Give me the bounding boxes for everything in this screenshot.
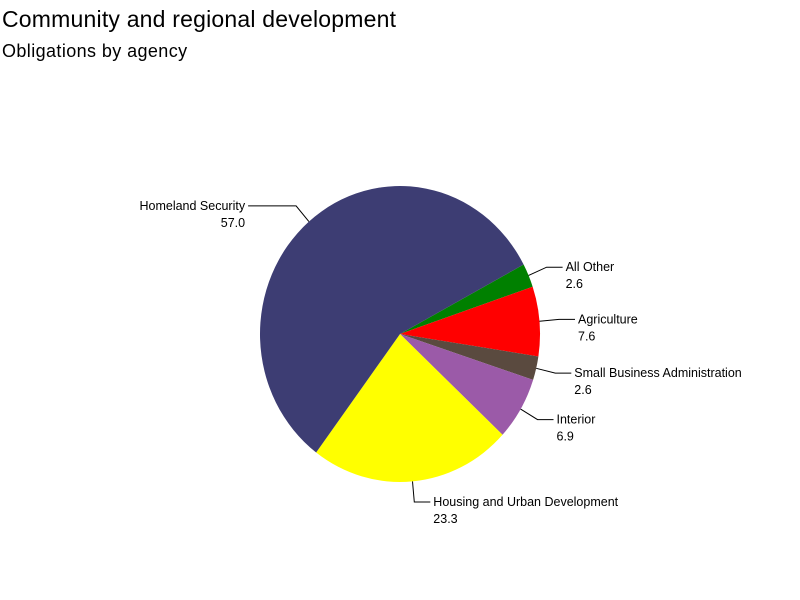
leader-line [412, 481, 431, 503]
slice-value-label: 2.6 [566, 277, 583, 291]
pie-slice-interior [400, 334, 534, 435]
leader-line [536, 367, 572, 374]
leader-line [520, 408, 554, 421]
slice-value-label: 6.9 [557, 430, 574, 444]
pie-label-agriculture: Agriculture 7.6 [539, 312, 638, 343]
pie-label-interior: Interior 6.9 [520, 408, 596, 444]
pie-label-housing-and-urban-development: Housing and Urban Development 23.3 [412, 481, 619, 526]
pie-label-all-other: All Other 2.6 [528, 260, 615, 291]
leader-line [539, 318, 575, 322]
slice-value-label: 23.3 [433, 512, 457, 526]
slice-label: Agriculture [578, 312, 638, 326]
leader-line [248, 205, 310, 222]
chart-subtitle: Obligations by agency [2, 41, 188, 61]
slice-label: All Other [566, 260, 615, 274]
pie-slice-all-other [400, 264, 533, 334]
pie-slice-small-business-administration [400, 334, 539, 380]
pie-slice-agriculture [400, 286, 540, 357]
slice-label: Housing and Urban Development [433, 495, 618, 509]
slice-value-label: 57.0 [221, 216, 245, 230]
slice-value-label: 2.6 [574, 383, 591, 397]
chart-title: Community and regional development [2, 6, 397, 32]
pie-label-small-business-administration: Small Business Administration 2.6 [536, 366, 742, 397]
slice-label: Interior [557, 413, 596, 427]
slice-label: Small Business Administration [574, 366, 741, 380]
leader-line [528, 266, 563, 276]
pie-slice-housing-and-urban-development [316, 334, 503, 482]
slice-label: Homeland Security [139, 199, 245, 213]
pie-slice-homeland-security [259, 185, 524, 453]
pie-label-homeland-security: Homeland Security 57.0 [139, 199, 310, 230]
slice-value-label: 7.6 [578, 329, 595, 343]
